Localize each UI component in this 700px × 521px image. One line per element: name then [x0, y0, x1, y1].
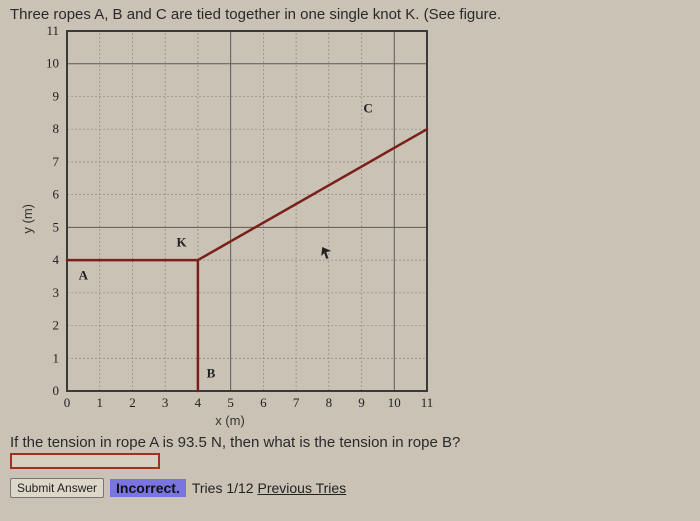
controls-row: Submit Answer Incorrect. Tries 1/12 Prev… [10, 478, 690, 498]
svg-text:2: 2 [129, 395, 136, 410]
svg-text:10: 10 [388, 395, 401, 410]
svg-text:7: 7 [53, 154, 60, 169]
svg-text:3: 3 [53, 285, 60, 300]
svg-text:9: 9 [358, 395, 365, 410]
svg-text:1: 1 [96, 395, 103, 410]
tries-text: Tries 1/12 Previous Tries [192, 480, 346, 496]
svg-text:8: 8 [53, 121, 60, 136]
answer-input[interactable] [10, 453, 160, 469]
svg-text:C: C [363, 101, 372, 116]
svg-text:A: A [79, 267, 89, 282]
status-badge: Incorrect. [110, 479, 186, 497]
svg-text:11: 11 [46, 25, 59, 38]
y-axis-label: y (m) [20, 204, 35, 234]
svg-text:4: 4 [53, 252, 60, 267]
svg-text:0: 0 [64, 395, 71, 410]
svg-text:8: 8 [326, 395, 333, 410]
chart-area: y (m) K A B C 0 1 2 3 4 5 6 7 8 9 10 11 0 1 2 3 4 5 6 7 8 9 10 11 [20, 25, 690, 413]
prompt-prefix: If the tension in rope A is [10, 434, 178, 451]
svg-text:3: 3 [162, 395, 169, 410]
x-axis-label: x (m) [50, 413, 410, 428]
svg-text:10: 10 [46, 56, 59, 71]
svg-text:0: 0 [53, 383, 60, 398]
prompt-suffix: , then what is the tension in rope B? [222, 434, 460, 451]
svg-text:5: 5 [227, 395, 234, 410]
svg-text:2: 2 [53, 318, 60, 333]
svg-text:4: 4 [195, 395, 202, 410]
submit-answer-button[interactable]: Submit Answer [10, 478, 104, 498]
svg-text:7: 7 [293, 395, 300, 410]
svg-text:5: 5 [53, 219, 60, 234]
svg-text:1: 1 [53, 350, 60, 365]
svg-text:9: 9 [53, 88, 60, 103]
previous-tries-link[interactable]: Previous Tries [257, 480, 346, 496]
svg-text:K: K [176, 235, 187, 250]
tries-count: Tries 1/12 [192, 480, 254, 496]
svg-text:6: 6 [53, 187, 60, 202]
question-text: Three ropes A, B and C are tied together… [10, 6, 690, 23]
svg-text:B: B [207, 366, 216, 381]
svg-text:11: 11 [421, 395, 433, 410]
ropes-chart: K A B C 0 1 2 3 4 5 6 7 8 9 10 11 0 1 2 3 4 5 6 7 8 9 10 11 [39, 25, 433, 413]
prompt-text: If the tension in rope A is 93.5 N, then… [10, 434, 690, 451]
tension-a-value: 93.5 N [178, 434, 222, 451]
svg-text:6: 6 [260, 395, 267, 410]
